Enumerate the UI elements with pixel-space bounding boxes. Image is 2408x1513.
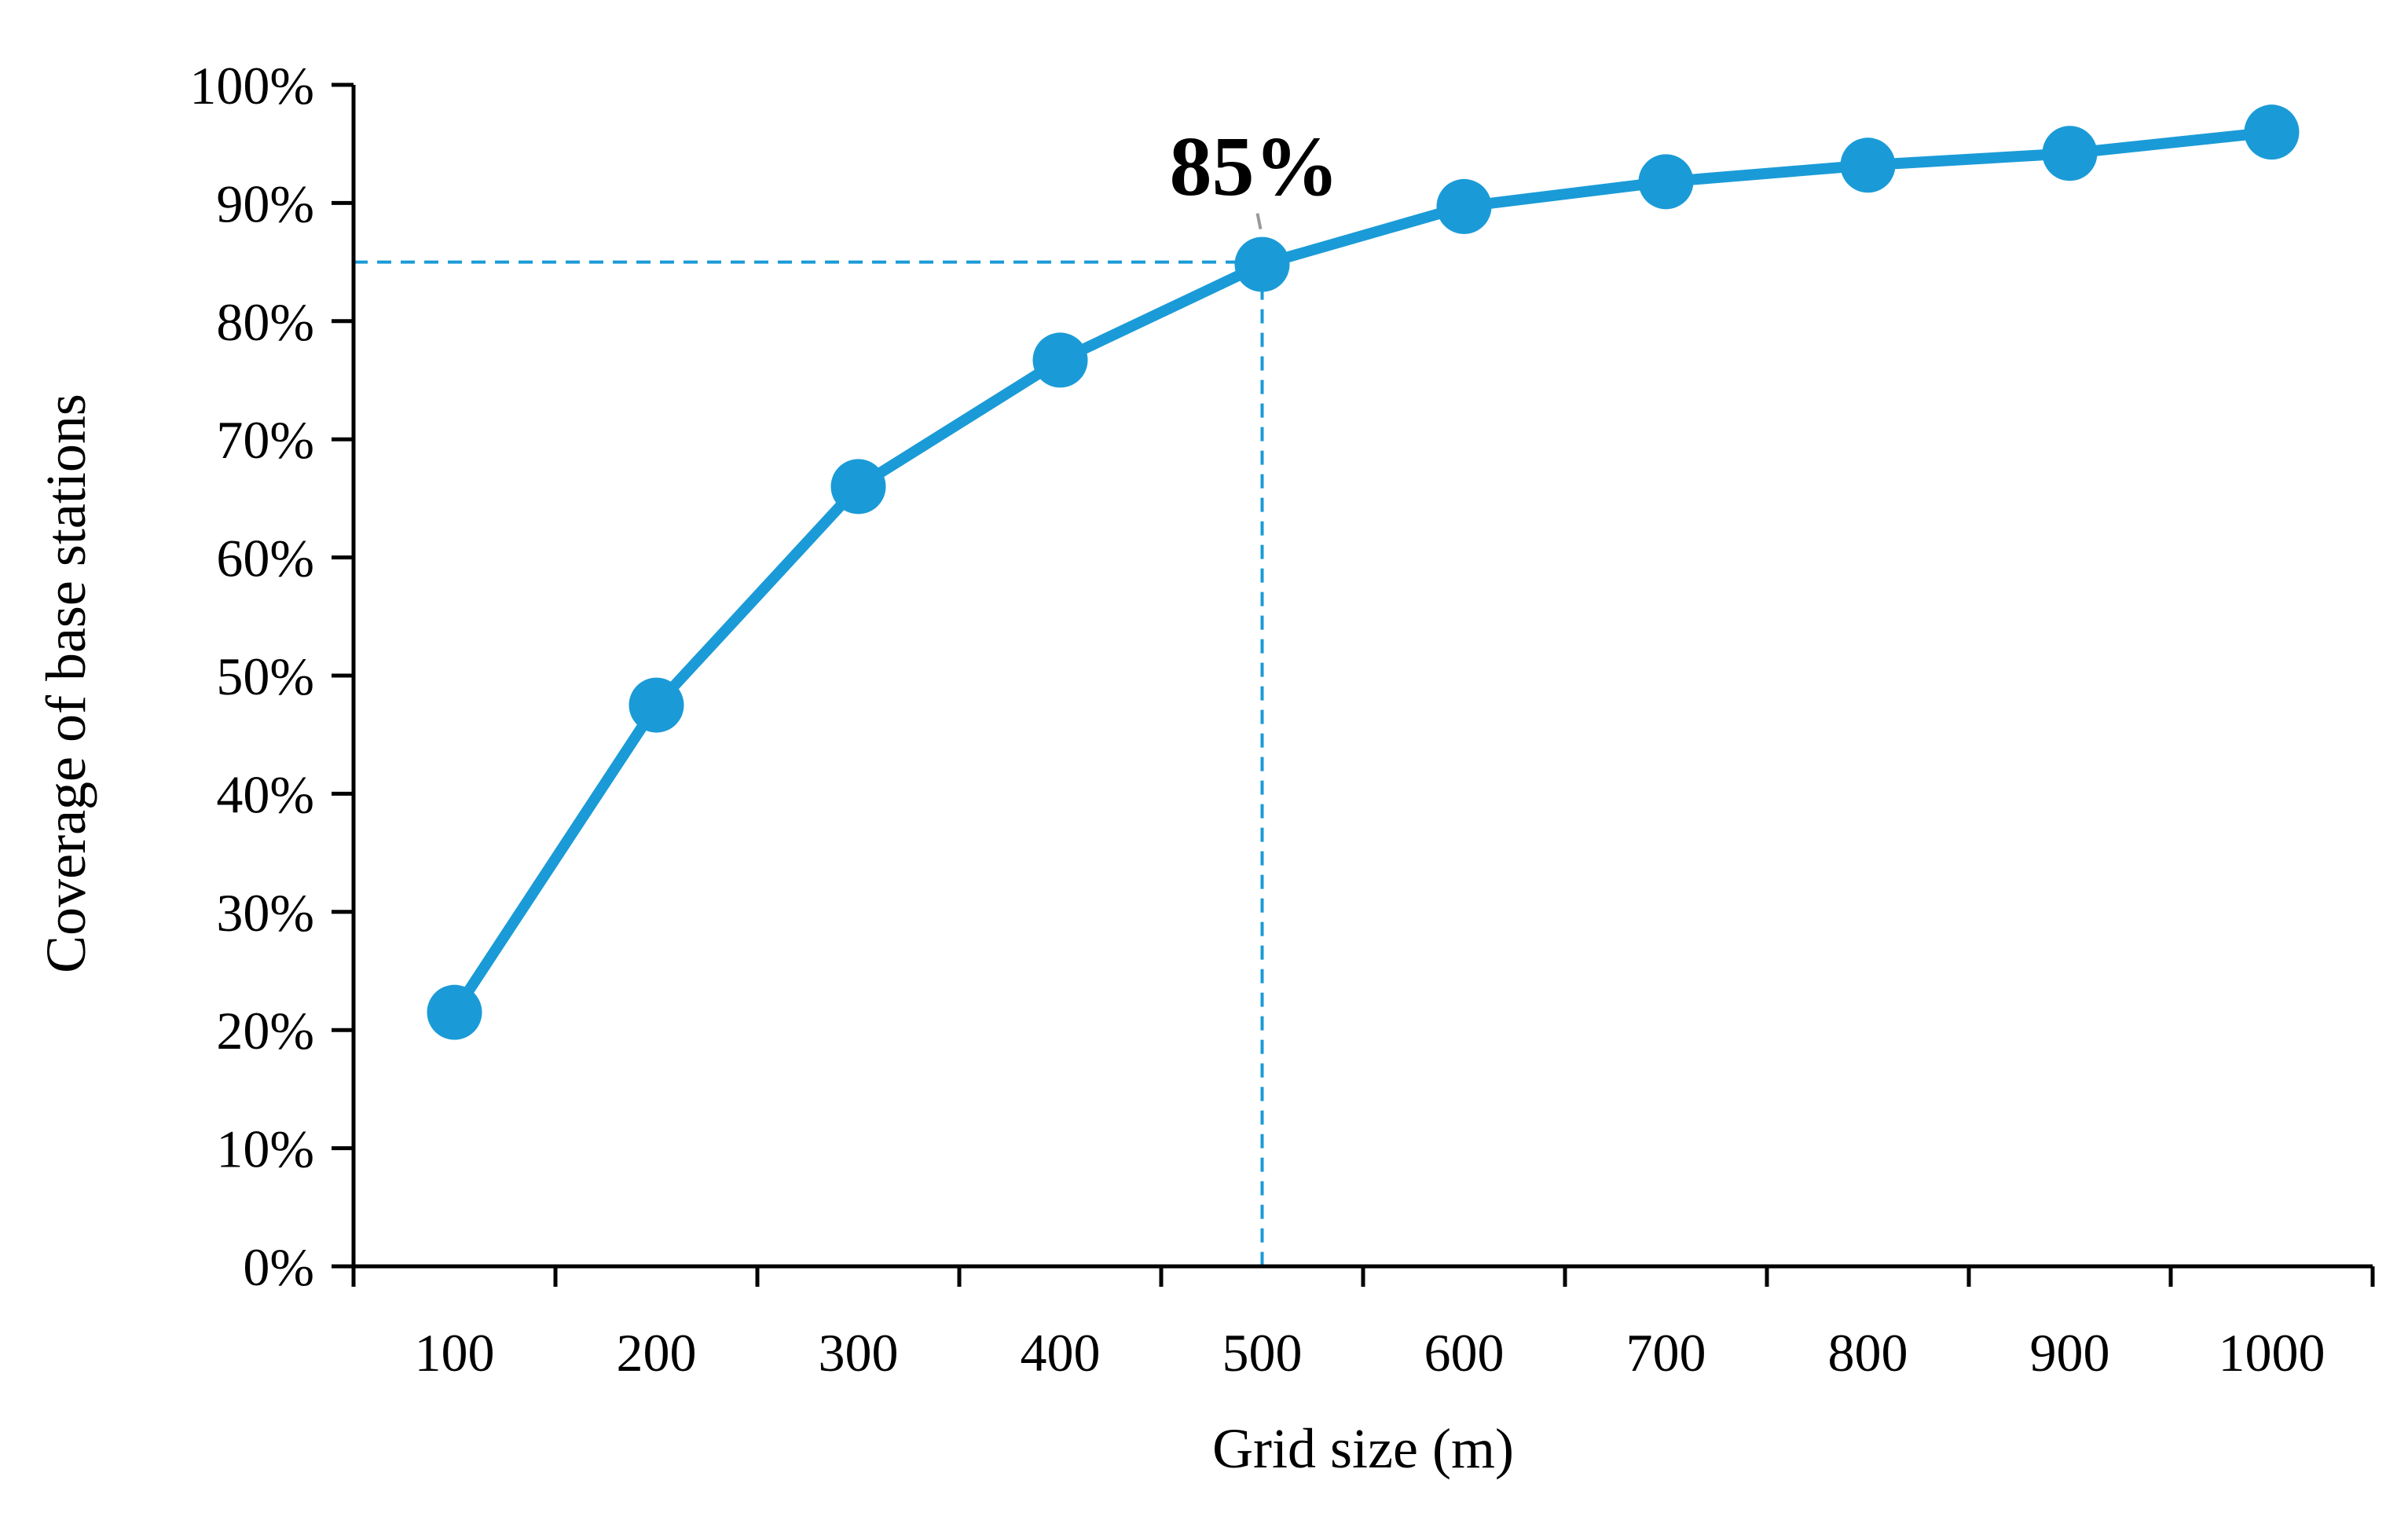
y-tick-label-90: 90% (216, 174, 314, 233)
series-line (449, 126, 2278, 1018)
y-tick-label-80: 80% (216, 292, 314, 352)
y-tick-label-30: 30% (216, 883, 314, 943)
data-point-300 (830, 459, 886, 515)
annotation-leader (1255, 213, 1263, 229)
x-tick-label-700: 700 (1626, 1323, 1706, 1383)
labels-group: 0% 10% 20% 30% 40% 50% 60% 70% 80% 90% 100% 100 200 3… (189, 56, 2325, 1383)
data-point-900 (2042, 126, 2098, 181)
reference-lines (354, 213, 1264, 1266)
y-tick-label-10: 10% (216, 1119, 314, 1179)
data-point-800 (1840, 137, 1896, 193)
x-tick-label-500: 500 (1222, 1323, 1303, 1383)
y-tick-label-50: 50% (216, 647, 314, 706)
x-tick-label-1000: 1000 (2219, 1323, 2326, 1383)
x-tick-label-900: 900 (2030, 1323, 2110, 1383)
y-tick-label-0: 0% (243, 1237, 314, 1297)
x-tick-label-600: 600 (1424, 1323, 1505, 1383)
y-tick-label-70: 70% (216, 410, 314, 470)
y-tick-label-40: 40% (216, 764, 314, 824)
data-point-700 (1638, 154, 1694, 210)
x-axis-title: Grid size (m) (1212, 1417, 1514, 1480)
axes (332, 82, 2375, 1287)
y-tick-label-60: 60% (216, 529, 314, 588)
x-tick-label-200: 200 (617, 1323, 697, 1383)
x-tick-label-800: 800 (1828, 1323, 1908, 1383)
x-tick-label-300: 300 (819, 1323, 899, 1383)
annotation-85-percent: 85% (1170, 120, 1340, 214)
y-tick-label-100: 100% (189, 56, 314, 115)
y-tick-label-20: 20% (216, 1001, 314, 1061)
data-point-600 (1436, 178, 1492, 234)
x-tick-label-400: 400 (1021, 1323, 1101, 1383)
data-point-500 (1234, 236, 1290, 292)
data-point-1000 (2244, 104, 2300, 160)
series-group (427, 104, 2300, 1040)
x-tick-label-100: 100 (415, 1323, 495, 1383)
data-point-100 (427, 984, 482, 1040)
data-point-200 (629, 677, 684, 733)
y-axis-title: Coverage of base stations (35, 394, 97, 973)
data-point-400 (1032, 332, 1088, 388)
